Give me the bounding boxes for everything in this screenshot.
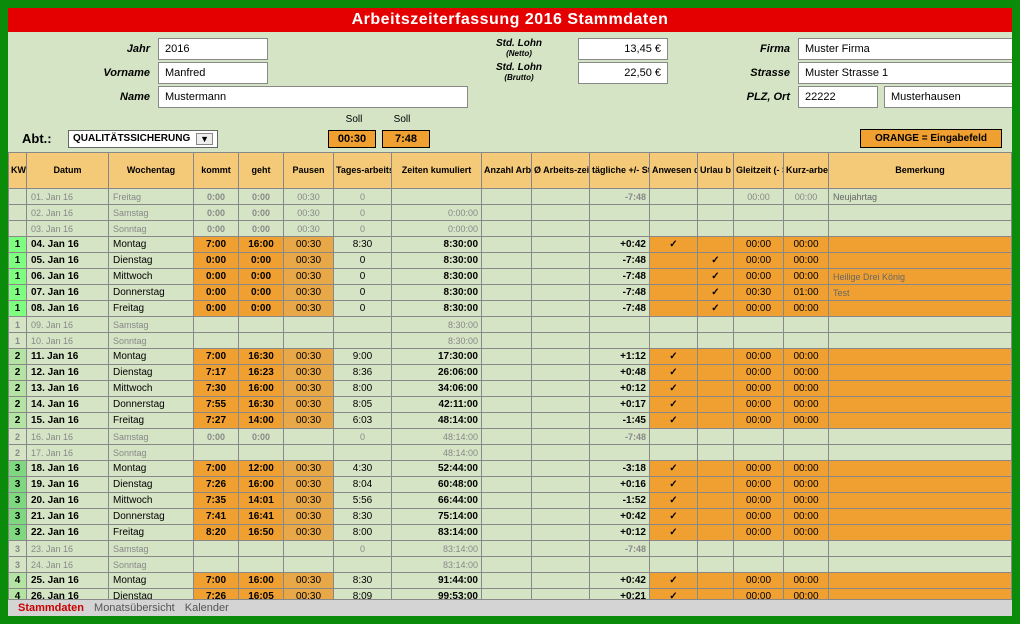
table-row[interactable]: 216. Jan 16Samstag0:000:00048:14:00-7:48: [9, 429, 1012, 445]
table-row[interactable]: 213. Jan 16Mittwoch7:3016:0000:308:0034:…: [9, 381, 1012, 397]
col-arbeitszeit: Ø Arbeits-zeit: [532, 153, 590, 189]
col-pausen: Pausen: [284, 153, 334, 189]
table-row[interactable]: 02. Jan 16Samstag0:000:0000:3000:00:00: [9, 205, 1012, 221]
table-row[interactable]: 108. Jan 16Freitag0:000:0000:3008:30:00-…: [9, 301, 1012, 317]
tab-stammdaten[interactable]: Stammdaten: [18, 602, 84, 614]
col-urlaub: Urlau b: [698, 153, 734, 189]
lohn-netto-input[interactable]: 13,45 €: [578, 38, 668, 60]
abt-select[interactable]: QUALITÄTSSICHERUNG ▼: [68, 130, 218, 148]
col-arbeitstage: Anzahl Arbeits-tage: [482, 153, 532, 189]
col-datum: Datum: [27, 153, 109, 189]
name-input[interactable]: Mustermann: [158, 86, 468, 108]
firma-input[interactable]: Muster Firma: [798, 38, 1020, 60]
vorname-label: Vorname: [18, 67, 158, 79]
col-plusminus: tägliche +/- Std.: [590, 153, 650, 189]
table-row[interactable]: 318. Jan 16Montag7:0012:0000:304:3052:44…: [9, 461, 1012, 477]
tab-kalender[interactable]: Kalender: [185, 602, 229, 614]
title-bar: Arbeitszeiterfassung 2016 Stammdaten: [8, 8, 1012, 32]
col-kurzarbeit: Kurz-arbeit Std.: [784, 153, 829, 189]
soll-pause[interactable]: 00:30: [328, 130, 376, 148]
table-row[interactable]: 425. Jan 16Montag7:0016:0000:308:3091:44…: [9, 573, 1012, 589]
col-zeiten-kumuliert: Zeiten kumuliert: [392, 153, 482, 189]
col-tages: Tages-arbeitsze it: [334, 153, 392, 189]
table-row[interactable]: 03. Jan 16Sonntag0:000:0000:3000:00:00: [9, 221, 1012, 237]
table-row[interactable]: 212. Jan 16Dienstag7:1716:2300:308:3626:…: [9, 365, 1012, 381]
strasse-label: Strasse: [668, 67, 798, 79]
table-row[interactable]: 105. Jan 16Dienstag0:000:0000:3008:30:00…: [9, 253, 1012, 269]
table-row[interactable]: 321. Jan 16Donnerstag7:4116:4100:308:307…: [9, 509, 1012, 525]
table-row[interactable]: 217. Jan 16Sonntag48:14:00: [9, 445, 1012, 461]
abt-label: Abt.:: [18, 131, 62, 146]
table-row[interactable]: 107. Jan 16Donnerstag0:000:0000:3008:30:…: [9, 285, 1012, 301]
firma-label: Firma: [668, 43, 798, 55]
soll-row: Soll Soll: [8, 114, 1012, 125]
vorname-input[interactable]: Manfred: [158, 62, 268, 84]
name-label: Name: [18, 91, 158, 103]
table-row[interactable]: 110. Jan 16Sonntag8:30:00: [9, 333, 1012, 349]
col-anwesend: Anwesen d: [650, 153, 698, 189]
col-kw: KW: [9, 153, 27, 189]
table-row[interactable]: 324. Jan 16Sonntag83:14:00: [9, 557, 1012, 573]
jahr-label: Jahr: [18, 43, 158, 55]
sheet-tabs[interactable]: Stammdaten Monatsübersicht Kalender: [8, 599, 1012, 616]
table-row[interactable]: 109. Jan 16Samstag8:30:00: [9, 317, 1012, 333]
table-row[interactable]: 320. Jan 16Mittwoch7:3514:0100:305:5666:…: [9, 493, 1012, 509]
table-row[interactable]: 01. Jan 16Freitag0:000:0000:300-7:4800:0…: [9, 189, 1012, 205]
table-row[interactable]: 215. Jan 16Freitag7:2714:0000:306:0348:1…: [9, 413, 1012, 429]
table-row[interactable]: 322. Jan 16Freitag8:2016:5000:308:0083:1…: [9, 525, 1012, 541]
lohn-brutto-label: Std. Lohn(Brutto): [468, 63, 578, 83]
table-row[interactable]: 104. Jan 16Montag7:0016:0000:308:308:30:…: [9, 237, 1012, 253]
table-row[interactable]: 323. Jan 16Samstag083:14:00-7:48: [9, 541, 1012, 557]
table-header-row: KW Datum Wochentag kommt geht Pausen Tag…: [9, 153, 1012, 189]
dropdown-arrow-icon: ▼: [196, 133, 213, 145]
table-row[interactable]: 319. Jan 16Dienstag7:2616:0000:308:0460:…: [9, 477, 1012, 493]
col-bemerkung: Bemerkung: [829, 153, 1012, 189]
col-geht: geht: [239, 153, 284, 189]
col-kommt: kommt: [194, 153, 239, 189]
orange-note: ORANGE = Eingabefeld: [860, 129, 1002, 148]
plz-label: PLZ, Ort: [668, 91, 798, 103]
table-row[interactable]: 214. Jan 16Donnerstag7:5516:3000:308:054…: [9, 397, 1012, 413]
ort-input[interactable]: Musterhausen: [884, 86, 1020, 108]
soll-label-1: Soll: [330, 114, 378, 125]
header-section: Jahr2016 VornameManfred NameMustermann S…: [8, 32, 1012, 112]
soll-tages[interactable]: 7:48: [382, 130, 430, 148]
time-table: KW Datum Wochentag kommt geht Pausen Tag…: [8, 152, 1012, 604]
col-gleitzeit: Gleitzeit (- Std.): [734, 153, 784, 189]
lohn-brutto-input[interactable]: 22,50 €: [578, 62, 668, 84]
plz-input[interactable]: 22222: [798, 86, 878, 108]
strasse-input[interactable]: Muster Strasse 1: [798, 62, 1020, 84]
tab-monatsuebersicht[interactable]: Monatsübersicht: [94, 602, 175, 614]
table-row[interactable]: 106. Jan 16Mittwoch0:000:0000:3008:30:00…: [9, 269, 1012, 285]
col-wochentag: Wochentag: [109, 153, 194, 189]
soll-label-2: Soll: [378, 114, 426, 125]
jahr-input[interactable]: 2016: [158, 38, 268, 60]
lohn-netto-label: Std. Lohn(Netto): [468, 39, 578, 59]
table-row[interactable]: 211. Jan 16Montag7:0016:3000:309:0017:30…: [9, 349, 1012, 365]
